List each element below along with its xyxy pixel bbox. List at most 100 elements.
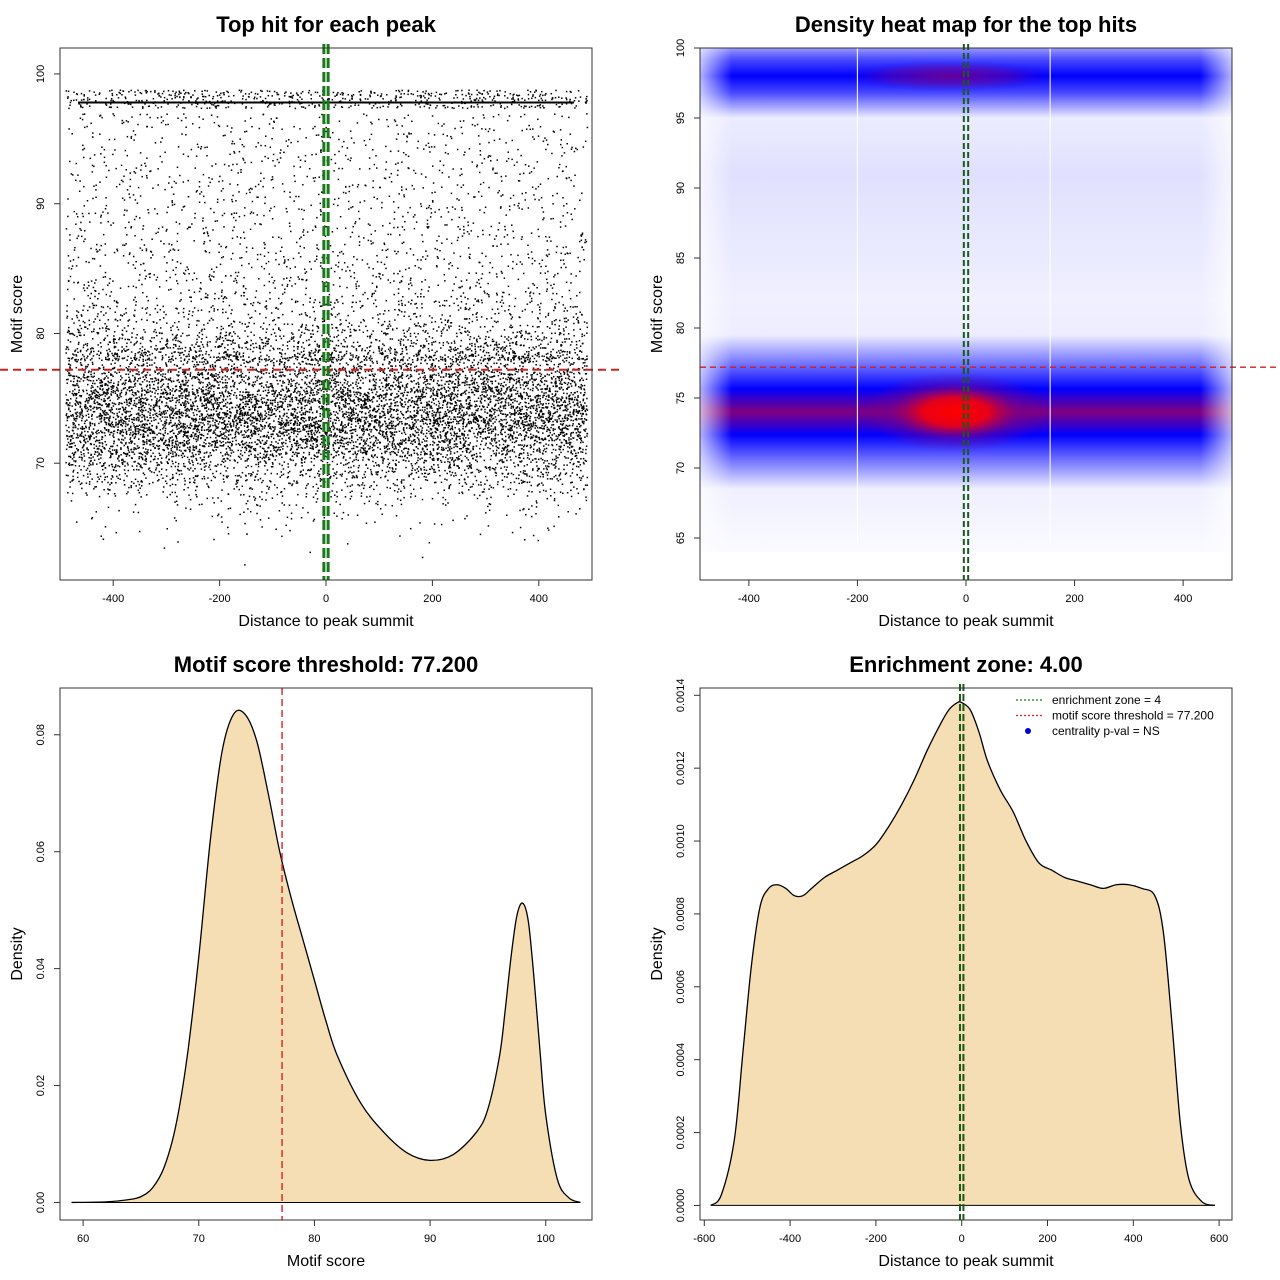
data-point: [397, 377, 399, 380]
data-point: [134, 353, 137, 355]
data-point: [398, 382, 400, 385]
data-point: [424, 422, 427, 425]
data-point: [560, 349, 562, 352]
data-point: [246, 403, 249, 406]
data-point: [100, 398, 103, 401]
data-point: [304, 456, 307, 459]
data-point: [134, 382, 137, 385]
data-point: [474, 373, 477, 375]
data-point: [497, 414, 500, 417]
data-point: [439, 420, 442, 422]
data-point: [486, 497, 488, 500]
data-point: [145, 390, 147, 393]
data-point: [135, 419, 138, 421]
data-point: [496, 393, 499, 396]
data-point: [360, 411, 363, 414]
data-point: [151, 378, 154, 380]
data-point: [206, 497, 209, 500]
data-point: [518, 482, 520, 485]
data-point: [586, 397, 588, 400]
data-point: [545, 392, 547, 394]
data-point: [330, 413, 333, 416]
data-point: [258, 361, 261, 363]
data-point: [317, 455, 319, 458]
data-point: [71, 464, 74, 466]
data-point: [391, 365, 393, 368]
data-point: [515, 393, 517, 395]
data-point: [427, 387, 429, 389]
data-point: [573, 372, 575, 375]
data-point: [547, 444, 550, 446]
data-point: [429, 383, 431, 385]
data-point: [304, 382, 306, 385]
data-point: [458, 492, 460, 494]
data-point: [124, 465, 126, 467]
data-point: [95, 485, 98, 488]
data-point: [93, 372, 96, 375]
data-point: [293, 340, 295, 342]
data-point: [112, 435, 114, 437]
data-point: [426, 437, 428, 439]
data-point: [349, 457, 351, 459]
data-point: [190, 405, 192, 408]
data-point: [440, 335, 443, 337]
data-point: [118, 420, 120, 422]
data-point: [356, 374, 359, 376]
data-point: [112, 340, 115, 343]
data-point: [87, 402, 89, 404]
data-point: [502, 425, 505, 428]
data-point: [125, 379, 127, 381]
data-point: [197, 391, 199, 394]
data-point: [338, 312, 340, 315]
data-point: [368, 414, 371, 417]
data-point: [294, 396, 297, 398]
data-point: [243, 430, 246, 432]
data-point: [334, 386, 336, 388]
data-point: [249, 487, 251, 490]
data-point: [409, 426, 412, 429]
data-point: [189, 373, 192, 376]
data-point: [575, 428, 578, 430]
data-point: [104, 427, 106, 430]
data-point: [391, 392, 393, 395]
data-point: [276, 406, 279, 409]
data-point: [382, 414, 384, 417]
data-point: [87, 363, 89, 366]
data-point: [115, 449, 118, 451]
data-point: [297, 402, 299, 405]
data-point: [277, 418, 280, 420]
data-point: [122, 382, 125, 384]
data-point: [184, 483, 186, 486]
data-point: [238, 421, 241, 424]
data-point: [307, 483, 309, 485]
data-point: [351, 371, 353, 374]
data-point: [267, 417, 270, 420]
data-point: [109, 433, 111, 436]
data-point: [342, 464, 345, 466]
data-point: [146, 362, 148, 364]
data-point: [384, 386, 387, 389]
data-point: [90, 398, 93, 400]
data-point: [277, 401, 279, 404]
data-point: [359, 394, 361, 397]
data-point: [121, 463, 124, 466]
data-point: [160, 392, 162, 395]
data-point: [306, 370, 308, 373]
data-point: [538, 450, 541, 452]
data-point: [490, 371, 493, 373]
data-point: [105, 388, 108, 391]
data-point: [530, 423, 533, 425]
data-point: [428, 541, 431, 544]
data-point: [99, 406, 101, 409]
data-point: [542, 439, 545, 441]
data-point: [346, 485, 349, 488]
data-point: [549, 488, 552, 491]
data-point: [204, 399, 206, 402]
data-point: [317, 449, 320, 452]
data-point: [269, 444, 272, 446]
data-point: [103, 392, 106, 394]
data-point: [115, 421, 117, 424]
data-point: [510, 412, 513, 415]
data-point: [555, 435, 558, 437]
data-point: [422, 388, 424, 391]
